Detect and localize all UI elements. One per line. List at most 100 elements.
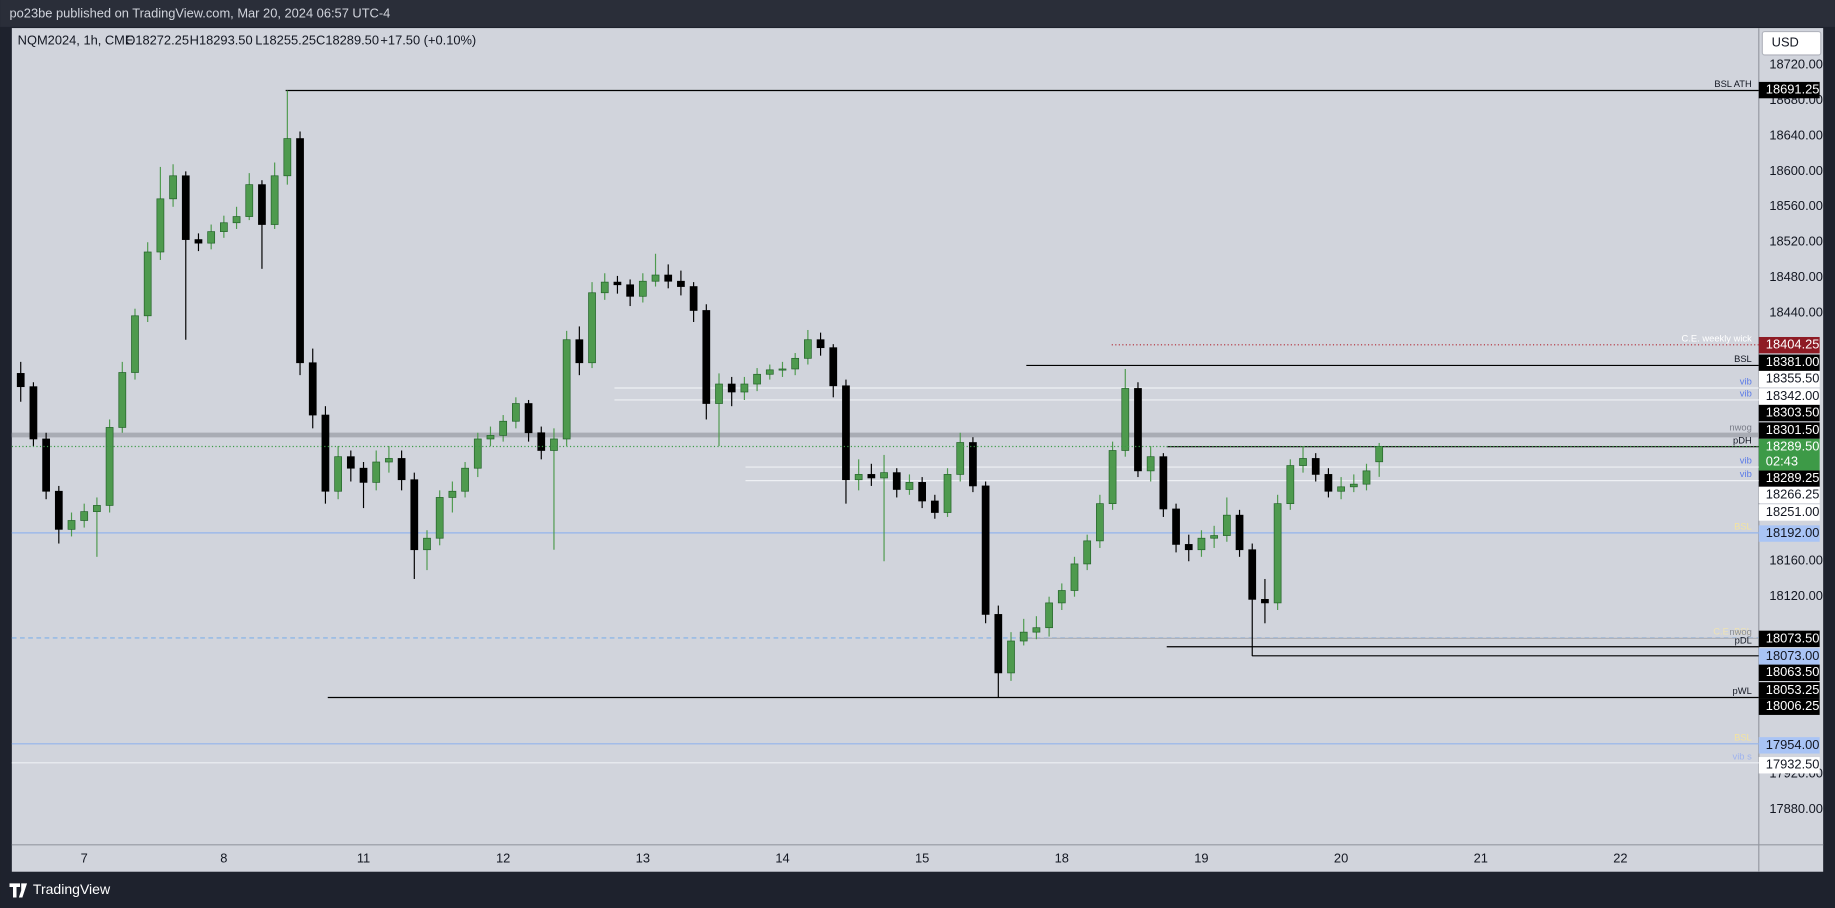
axes: 18720.0018680.0018640.0018600.0018560.00… [81,56,1823,865]
candle-body [372,461,381,483]
level-text: vib [1740,389,1752,399]
price-label: 18303.50 [1766,404,1820,419]
candle-body [359,467,368,483]
price-label-bg [1758,388,1820,405]
x-tick-label: 11 [357,850,370,865]
candle-body [296,138,304,364]
candle-body [740,383,749,393]
candle-body [1032,627,1041,633]
high-label: H18293.50 [190,32,253,47]
price-label-bg [1758,486,1820,504]
candle-body [524,403,533,434]
candle-body [308,362,317,416]
price-label-bg [1758,354,1820,371]
candle-body [854,474,863,481]
candle-body [397,458,406,481]
candle-body [1108,450,1117,505]
candle-body [994,614,1003,674]
candle-body [1134,388,1142,472]
candle-body [930,500,939,513]
price-label-bg [1758,370,1820,388]
x-tick-label: 18 [1055,850,1069,865]
candle-body [346,456,355,469]
candle-body [169,175,177,200]
candle-body [512,403,520,422]
candle-body [16,373,25,388]
candle-body [969,442,977,487]
candle-body [892,472,901,490]
candle-body [956,442,965,475]
price-label: 18192.00 [1766,525,1820,540]
candle-body [93,505,101,512]
candle-body [181,175,190,240]
price-label: 18053.25 [1766,682,1820,697]
candle-body [1222,514,1231,536]
candle-body [613,281,622,286]
candle-body [677,280,685,287]
candle-body [499,420,508,436]
price-label: 18006.25 [1766,698,1820,713]
x-tick-label: 21 [1474,850,1488,865]
price-label-bg [1758,470,1820,487]
candle-body [143,251,152,317]
candle-body [600,281,609,294]
candle-body [1286,465,1295,505]
candle-body [1337,486,1345,492]
price-label: 18301.50 [1766,422,1820,437]
candle-body [1197,537,1206,551]
candle-body [1311,458,1320,475]
y-tick-label: 18640.00 [1769,127,1823,142]
candle-body [1248,549,1257,600]
brand-logo[interactable] [9,883,28,898]
candle-body [1007,640,1015,674]
x-tick-label: 19 [1194,850,1208,865]
candle-body [131,315,139,373]
currency[interactable]: USD [1772,35,1799,50]
candle-body [981,485,990,615]
last-price-bg [1758,438,1820,471]
candle-body [905,482,914,490]
candle-body [448,490,457,498]
x-tick-label: 12 [496,850,510,865]
candle-body [816,339,825,349]
level-text: BSL ATH [1714,79,1751,89]
level-text: BSL [1734,354,1752,364]
price-label-bg [1758,682,1820,699]
level-text: BSL [1734,522,1752,532]
price-label-bg [1758,737,1820,754]
candle-body [1045,602,1053,629]
candle-body [842,385,850,481]
candle-body [232,216,241,224]
y-tick-label: 18520.00 [1769,234,1823,249]
y-tick-label: 18120.00 [1769,588,1823,603]
currency-button[interactable] [1761,31,1822,56]
candle-body [1362,470,1371,485]
x-tick-label: 13 [636,850,650,865]
candle-body [588,292,596,364]
level-text: vib s [1733,751,1753,761]
candle-body [791,357,800,370]
price-label-bg [1758,664,1820,681]
candle-body [1083,540,1092,565]
price-label: 18355.50 [1766,371,1820,386]
brand[interactable]: TradingView [33,881,111,897]
candle-body [321,414,330,492]
candle-body [918,482,927,502]
price-label: 18381.00 [1766,354,1820,369]
candle-body [245,184,254,217]
price-label-bg [1758,336,1820,354]
candle-body [765,369,774,375]
candle-body [1184,544,1193,551]
y-tick-label: 18600.00 [1769,163,1823,178]
candle-body [804,339,812,359]
candle-body [626,284,634,297]
price-label-bg [1758,757,1820,774]
y-tick-label: 18720.00 [1769,56,1823,71]
price-label: 18266.25 [1766,486,1820,501]
candle-body [270,175,279,225]
price-label-bg [1758,422,1820,439]
candle-body [689,286,698,311]
open-label: O18272.25 [125,32,189,47]
price-label: 18691.25 [1766,82,1820,97]
